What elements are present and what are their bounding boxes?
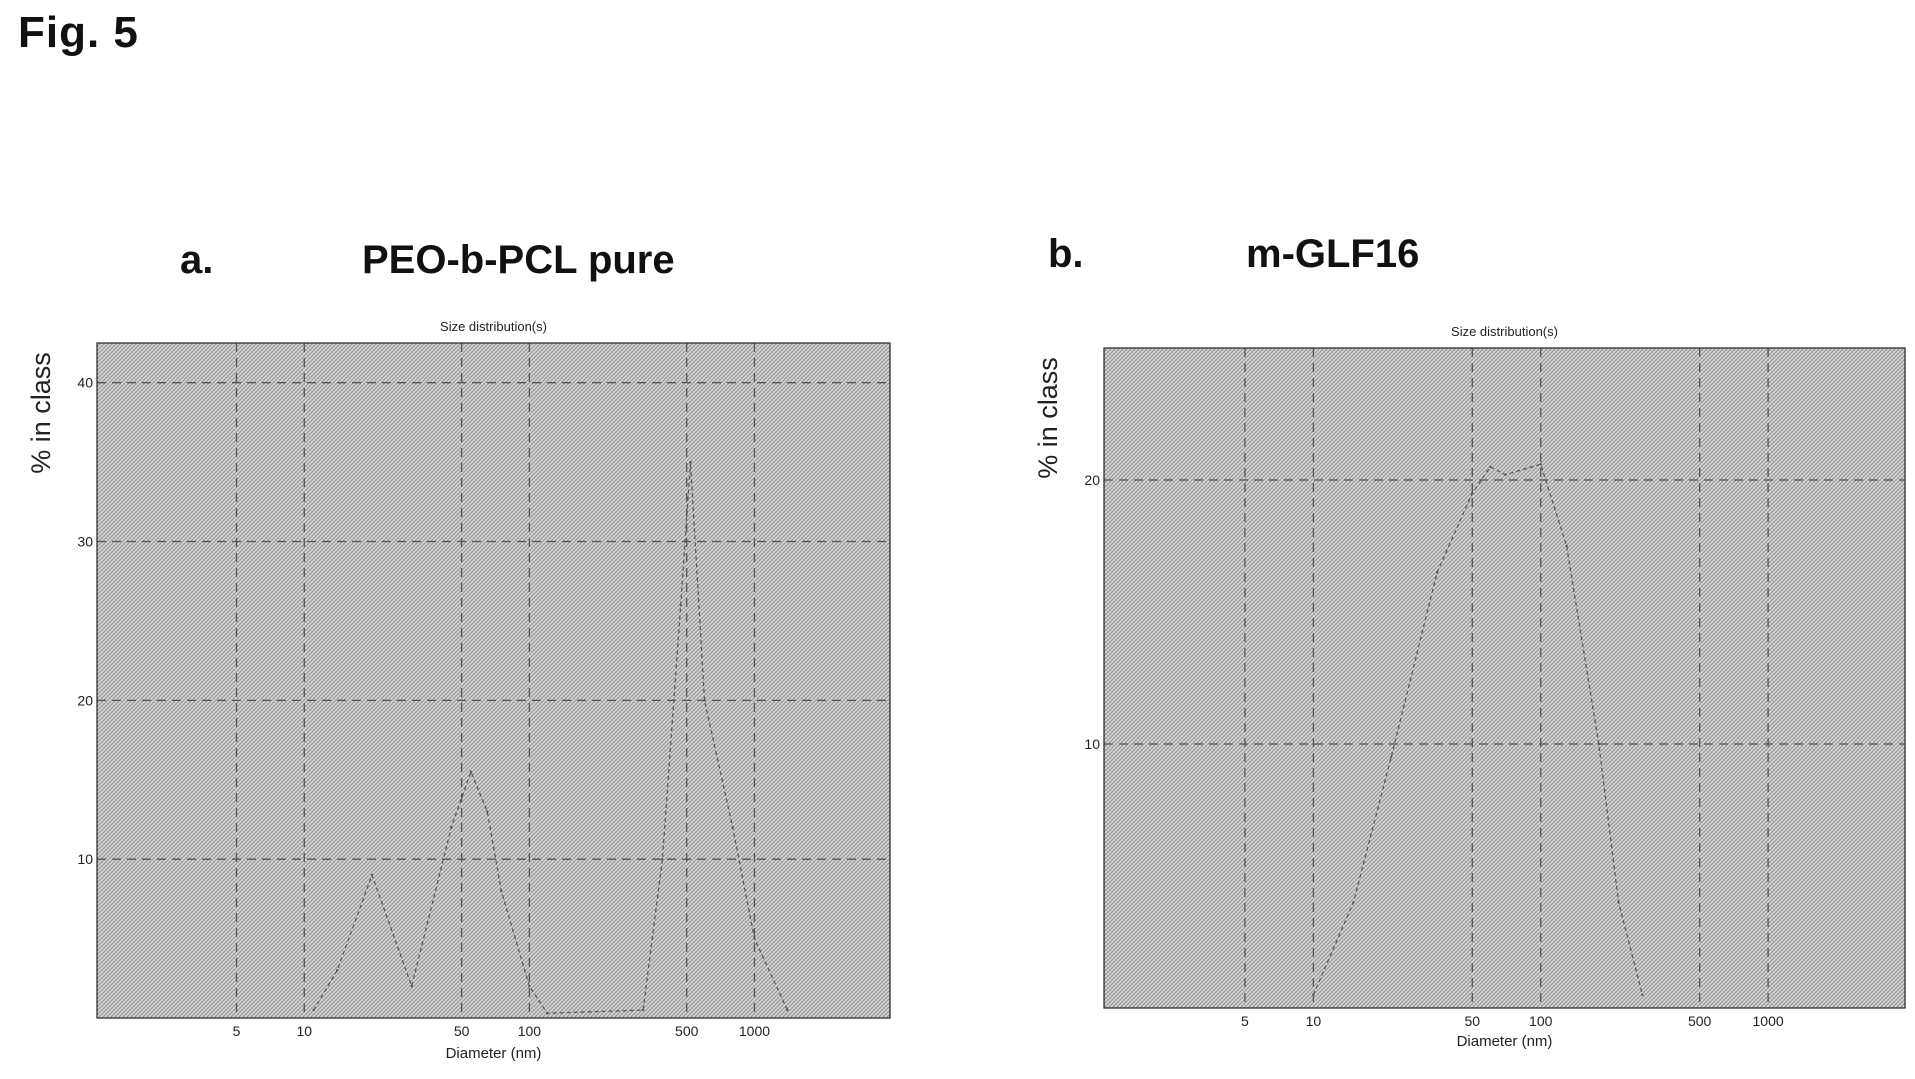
data-point: [312, 1008, 315, 1012]
data-point: [689, 460, 692, 464]
x-tick-label: 50: [1465, 1013, 1481, 1029]
y-tick-label: 40: [77, 375, 93, 391]
data-point: [661, 857, 664, 861]
y-tick-label: 20: [77, 692, 93, 708]
data-point: [1641, 993, 1644, 996]
chart-title: Size distribution(s): [1451, 324, 1558, 339]
y-tick-label: 10: [1084, 736, 1100, 752]
chart-peo-b-pcl: 5 10 50 100 500 1000 10 20 30 40 Size distribution…: [26, 319, 891, 1062]
x-tick-label: 100: [1529, 1013, 1553, 1029]
plot-frame: [1103, 347, 1906, 1009]
plot-area: [97, 343, 890, 1018]
plot-area: [1104, 348, 1905, 1008]
x-tick-label: 10: [296, 1023, 312, 1039]
panel-b-letter: b.: [1048, 232, 1084, 276]
series-line: [313, 462, 788, 1014]
data-point: [1597, 742, 1600, 746]
series-line: [1312, 463, 1643, 996]
data-point: [1489, 465, 1492, 468]
data-point: [731, 826, 734, 829]
data-point: [1471, 492, 1474, 495]
y-tick-label: 10: [77, 851, 93, 867]
data-point: [335, 969, 339, 972]
x-tick-label: 50: [454, 1023, 470, 1039]
x-tick-label: 500: [675, 1023, 699, 1039]
data-point: [1504, 473, 1507, 476]
x-tick-label: 1000: [1753, 1013, 1784, 1029]
data-point: [546, 1012, 549, 1015]
x-tick-label: 500: [1688, 1013, 1712, 1029]
data-point: [469, 770, 473, 774]
data-point: [500, 889, 503, 893]
data-point: [486, 810, 489, 813]
data-point: [410, 985, 413, 988]
x-tick-label: 1000: [739, 1023, 770, 1039]
data-point: [450, 826, 453, 829]
x-tick-label: 5: [1241, 1013, 1249, 1029]
plot-frame: [96, 342, 891, 1019]
y-axis-label: % in class: [1033, 357, 1063, 479]
chart-title: Size distribution(s): [440, 319, 547, 334]
x-axis-label: Diameter (nm): [1457, 1033, 1553, 1050]
data-point: [641, 1008, 645, 1012]
y-axis-label: % in class: [26, 352, 56, 474]
panel-a-letter: a.: [180, 238, 214, 282]
data-point: [1565, 544, 1568, 548]
data-point: [370, 873, 374, 877]
data-point: [1390, 756, 1393, 759]
x-tick-label: 10: [1306, 1013, 1322, 1029]
data-point: [786, 1008, 789, 1012]
x-tick-label: 5: [233, 1023, 241, 1039]
data-point: [1435, 571, 1439, 574]
data-point: [703, 699, 706, 702]
y-tick-label: 20: [1084, 472, 1100, 488]
x-axis-label: Diameter (nm): [446, 1045, 542, 1062]
data-point: [528, 985, 531, 988]
panel-b-title: m-GLF16: [1246, 232, 1420, 276]
figure-label: Fig. 5: [18, 8, 139, 57]
y-tick-label: 30: [77, 534, 93, 550]
data-point: [753, 937, 756, 940]
data-point: [1352, 901, 1355, 904]
panel-a-title: PEO-b-PCL pure: [362, 238, 675, 282]
chart-m-glf16: 5 10 50 100 500 1000 10 20 Size distribution(s) D…: [1033, 324, 1906, 1050]
data-point: [1539, 462, 1542, 466]
data-point: [1312, 993, 1315, 996]
data-point: [679, 603, 682, 607]
data-point: [1617, 901, 1620, 904]
x-tick-label: 100: [518, 1023, 542, 1039]
